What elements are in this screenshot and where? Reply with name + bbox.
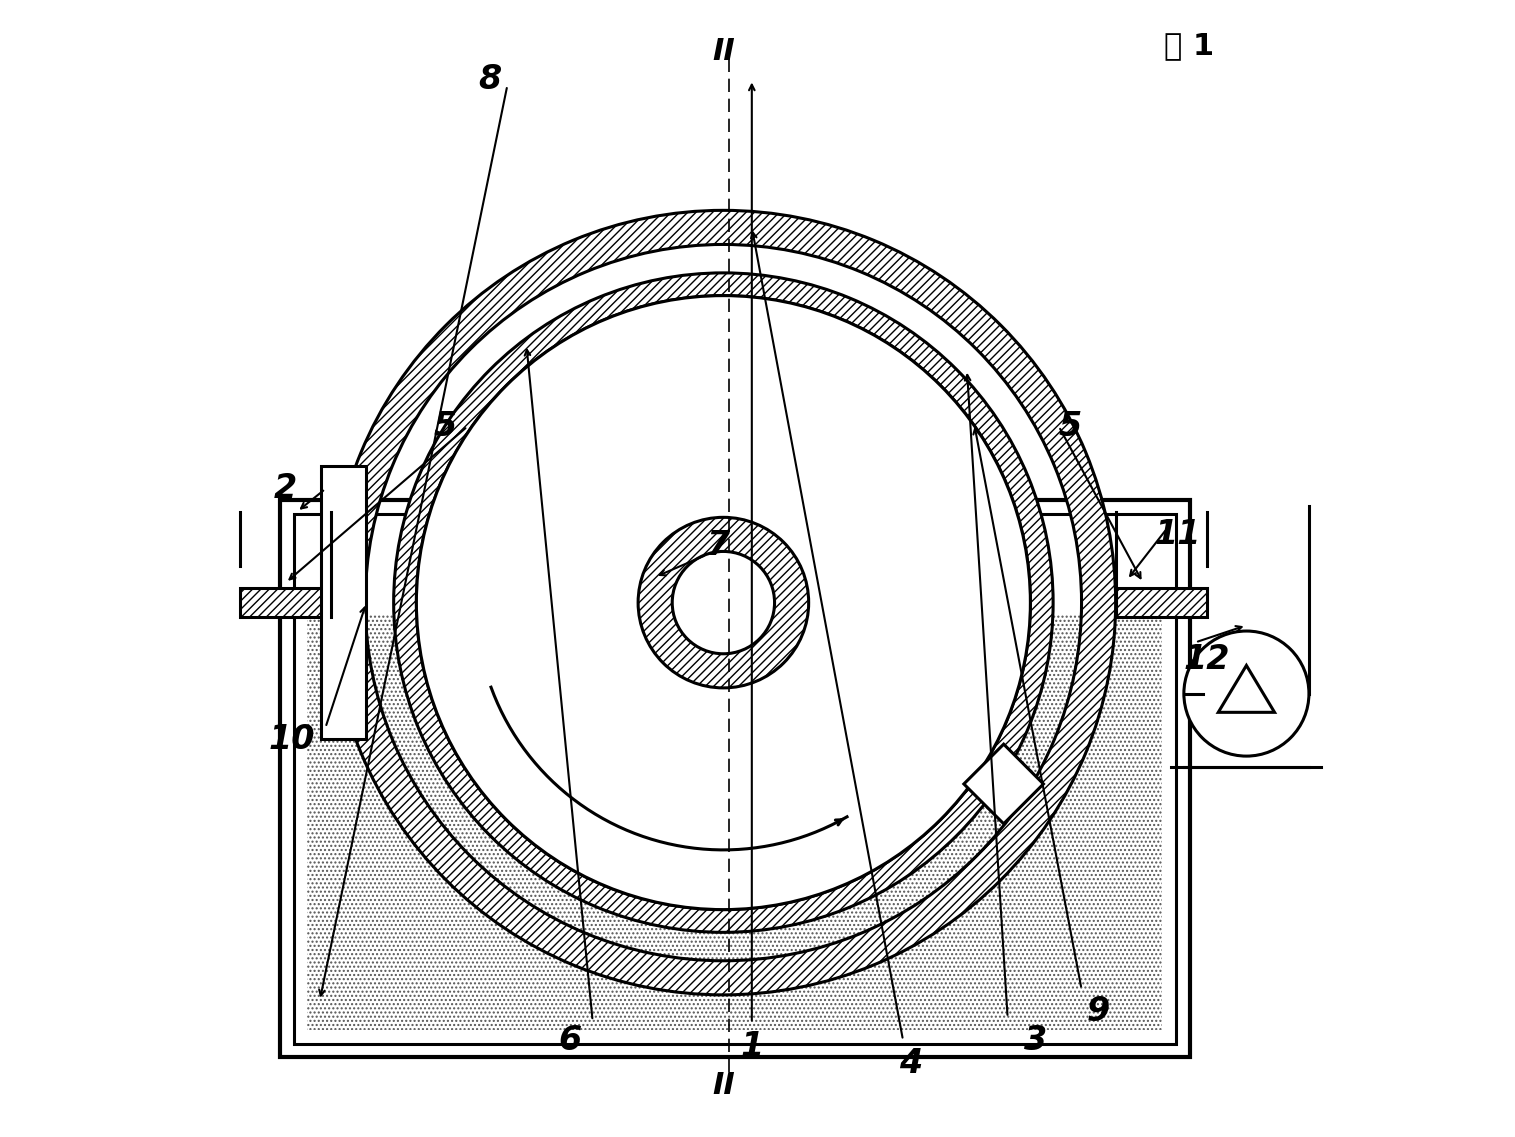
Text: 8: 8 <box>479 63 501 97</box>
Text: 图 1: 图 1 <box>1165 31 1215 60</box>
Polygon shape <box>964 745 1044 823</box>
Text: II: II <box>712 1071 735 1101</box>
Text: 9: 9 <box>1086 995 1110 1029</box>
Text: 11: 11 <box>1154 517 1201 551</box>
Bar <box>1115 589 1206 617</box>
Text: II: II <box>712 36 735 66</box>
Text: 4: 4 <box>900 1046 923 1080</box>
Wedge shape <box>394 273 1053 932</box>
Bar <box>241 589 332 617</box>
Bar <box>321 466 367 739</box>
Text: 5: 5 <box>1059 409 1082 443</box>
Circle shape <box>638 517 809 688</box>
Text: 12: 12 <box>1183 642 1230 677</box>
Circle shape <box>1183 631 1309 756</box>
Bar <box>308 614 1162 1030</box>
Text: 5: 5 <box>433 409 456 443</box>
Text: 7: 7 <box>706 529 729 563</box>
Bar <box>280 500 1189 1057</box>
Text: 3: 3 <box>1024 1023 1048 1057</box>
Text: 10: 10 <box>268 722 315 756</box>
Wedge shape <box>332 210 1115 995</box>
Text: 2: 2 <box>274 472 297 506</box>
Circle shape <box>417 296 1030 910</box>
Text: 1: 1 <box>741 1029 764 1063</box>
Text: 6: 6 <box>558 1023 582 1057</box>
Circle shape <box>673 551 774 654</box>
Bar <box>294 514 1176 1044</box>
